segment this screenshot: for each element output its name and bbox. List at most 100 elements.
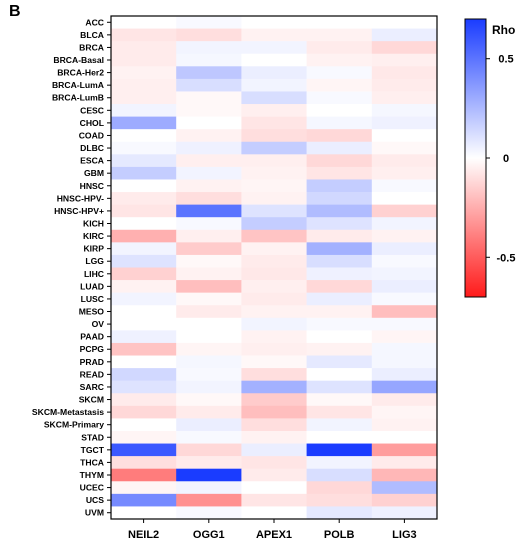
- heatmap-cell-blca-ogg1: [176, 28, 242, 42]
- heatmap-cell-cesc-neil2: [111, 104, 177, 117]
- heatmap-cell-luad-apex1: [241, 280, 307, 293]
- heatmap-cell-brca-basal-ogg1: [176, 53, 242, 67]
- heatmap-cell-skcm-primary-polb: [306, 418, 373, 432]
- heatmap-cell-prad-apex1: [241, 355, 307, 369]
- row-label-kirp: KIRP: [83, 244, 104, 254]
- heatmap-cell-brca-neil2: [111, 41, 177, 55]
- heatmap-cell-ov-neil2: [111, 317, 177, 331]
- row-label-coad: COAD: [79, 130, 104, 140]
- heatmap-cell-luad-ogg1: [176, 280, 242, 293]
- heatmap-cell-hnsc-hpv--apex1: [241, 192, 307, 205]
- heatmap-cell-brca-lumb-lig3: [371, 91, 438, 105]
- heatmap-cell-hnsc-hpv+-neil2: [111, 204, 177, 218]
- heatmap-cell-kich-apex1: [241, 217, 307, 231]
- heatmap-cell-skcm-primary-neil2: [111, 418, 177, 432]
- heatmap-cell-acc-apex1: [241, 16, 307, 29]
- heatmap-cell-dlbc-lig3: [371, 141, 438, 155]
- row-label-thym: THYM: [80, 470, 104, 480]
- heatmap-cell-read-polb: [306, 368, 373, 381]
- heatmap-cell-ucec-ogg1: [176, 481, 242, 495]
- row-label-uvm: UVM: [85, 508, 104, 518]
- heatmap-cell-esca-lig3: [371, 154, 438, 168]
- heatmap-cell-tgct-lig3: [371, 443, 438, 457]
- heatmap-cell-kirp-apex1: [241, 242, 307, 256]
- heatmap-cell-sarc-neil2: [111, 380, 177, 394]
- heatmap-cell-skcm-metastasis-neil2: [111, 405, 177, 419]
- heatmap-cell-meso-ogg1: [176, 305, 242, 319]
- heatmap-cell-gbm-ogg1: [176, 166, 242, 180]
- row-label-brca-basal: BRCA-Basal: [53, 55, 104, 65]
- heatmap-cell-tgct-polb: [306, 443, 373, 457]
- column-label-polb: POLB: [324, 529, 355, 541]
- heatmap-cell-kich-polb: [306, 217, 373, 231]
- heatmap-cell-uvm-lig3: [371, 506, 438, 520]
- heatmap-cell-hnsc-hpv+-lig3: [371, 204, 438, 218]
- row-label-ucs: UCS: [86, 495, 104, 505]
- heatmap-cell-brca-basal-polb: [306, 53, 373, 67]
- heatmap-cell-skcm-primary-apex1: [241, 418, 307, 432]
- heatmap-cell-brca-luma-ogg1: [176, 78, 242, 92]
- heatmap-cell-hnsc-hpv+-apex1: [241, 204, 307, 218]
- row-label-lgg: LGG: [85, 256, 104, 266]
- heatmap-cell-skcm-metastasis-lig3: [371, 405, 438, 419]
- heatmap-cell-pcpg-lig3: [371, 342, 438, 356]
- row-label-dlbc: DLBC: [80, 143, 104, 153]
- heatmap-cell-hnsc-hpv--ogg1: [176, 192, 242, 205]
- row-label-cesc: CESC: [80, 105, 104, 115]
- row-label-paad: PAAD: [80, 332, 104, 342]
- heatmap-cell-gbm-apex1: [241, 166, 307, 180]
- heatmap-cell-esca-apex1: [241, 154, 307, 168]
- row-label-pcpg: PCPG: [80, 344, 105, 354]
- row-label-ov: OV: [92, 319, 105, 329]
- heatmap-cell-brca-basal-apex1: [241, 53, 307, 67]
- row-label-stad: STAD: [81, 432, 104, 442]
- heatmap-cell-ucs-neil2: [111, 493, 177, 507]
- heatmap-cell-gbm-polb: [306, 166, 373, 180]
- heatmap-cell-esca-ogg1: [176, 154, 242, 168]
- heatmap-cell-chol-apex1: [241, 116, 307, 130]
- heatmap-cell-brca-ogg1: [176, 41, 242, 55]
- row-label-esca: ESCA: [80, 156, 104, 166]
- heatmap-cell-ov-polb: [306, 317, 373, 331]
- row-label-chol: CHOL: [80, 118, 104, 128]
- heatmap-cell-prad-polb: [306, 355, 373, 369]
- heatmap-cell-hnsc-polb: [306, 179, 373, 193]
- row-label-hnsc-hpv+: HNSC-HPV+: [54, 206, 104, 216]
- column-label-lig3: LIG3: [392, 529, 416, 541]
- heatmap-cell-paad-lig3: [371, 330, 438, 344]
- heatmap-cell-uvm-neil2: [111, 506, 177, 520]
- row-label-thca: THCA: [80, 457, 104, 467]
- panel-label: B: [9, 3, 21, 20]
- heatmap-cell-coad-polb: [306, 129, 373, 143]
- heatmap-cell-coad-neil2: [111, 129, 177, 143]
- heatmap-cell-brca-lig3: [371, 41, 438, 55]
- heatmap-cell-kirc-apex1: [241, 229, 307, 243]
- heatmap-cell-hnsc-hpv+-polb: [306, 204, 373, 218]
- heatmap-cell-brca-lumb-polb: [306, 91, 373, 105]
- heatmap-cell-hnsc-apex1: [241, 179, 307, 193]
- heatmap-cell-skcm-polb: [306, 393, 373, 407]
- heatmap-cell-acc-ogg1: [176, 16, 242, 29]
- heatmap-cell-hnsc-hpv--polb: [306, 192, 373, 205]
- heatmap-cell-chol-lig3: [371, 116, 438, 130]
- heatmap-cell-uvm-polb: [306, 506, 373, 520]
- heatmap-cell-ucec-lig3: [371, 481, 438, 495]
- heatmap-cell-brca-lumb-apex1: [241, 91, 307, 105]
- heatmap-cell-lgg-polb: [306, 254, 373, 268]
- heatmap-cell-ov-lig3: [371, 317, 438, 331]
- row-label-prad: PRAD: [80, 357, 104, 367]
- column-label-ogg1: OGG1: [193, 529, 225, 541]
- heatmap-cell-brca-luma-polb: [306, 78, 373, 92]
- heatmap-cell-stad-neil2: [111, 430, 177, 444]
- heatmap-cell-thym-ogg1: [176, 468, 242, 482]
- heatmap-cell-lusc-lig3: [371, 292, 438, 306]
- heatmap-cell-chol-polb: [306, 116, 373, 130]
- heatmap-cell-dlbc-apex1: [241, 141, 307, 155]
- heatmap-cell-coad-ogg1: [176, 129, 242, 143]
- heatmap-cell-tgct-ogg1: [176, 443, 242, 457]
- row-label-brca: BRCA: [79, 42, 104, 52]
- heatmap-cell-hnsc-ogg1: [176, 179, 242, 193]
- heatmap-cell-cesc-polb: [306, 104, 373, 117]
- heatmap-cell-lusc-ogg1: [176, 292, 242, 306]
- heatmap-cell-brca-polb: [306, 41, 373, 55]
